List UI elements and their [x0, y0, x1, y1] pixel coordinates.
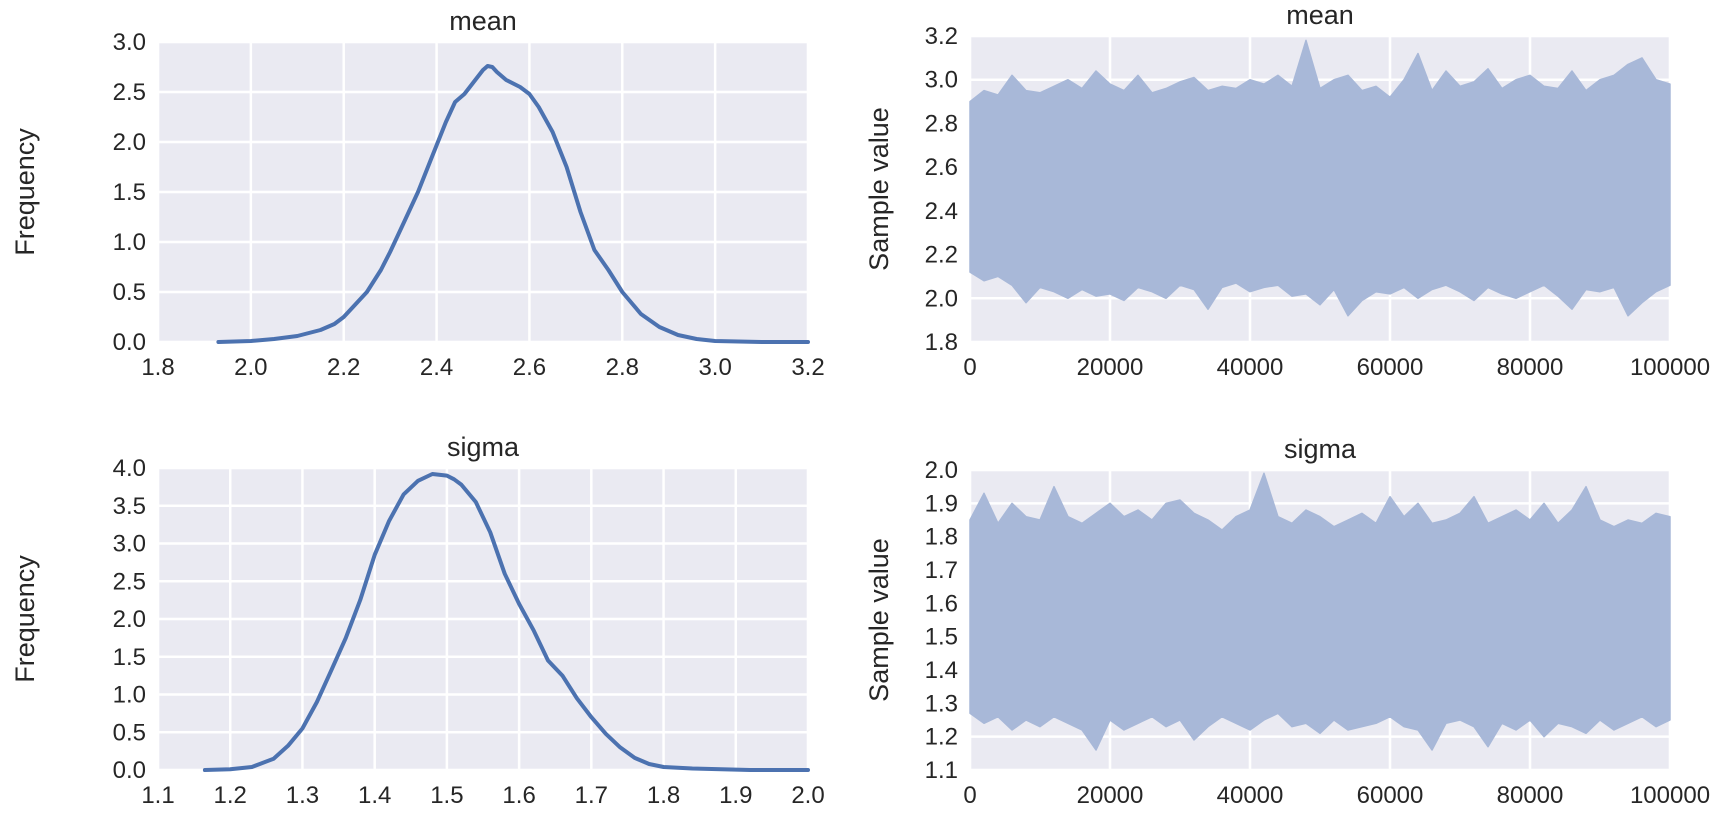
y-tick-label: 2.0 — [113, 606, 146, 633]
chart-title: mean — [1286, 0, 1354, 30]
x-tick-label: 60000 — [1357, 354, 1424, 381]
x-tick-label: 1.4 — [358, 782, 391, 809]
y-tick-label: 1.0 — [113, 229, 146, 256]
y-axis-label: Sample value — [864, 107, 894, 271]
y-tick-label: 1.8 — [925, 524, 958, 551]
y-tick-label: 2.4 — [925, 198, 958, 225]
x-tick-label: 1.2 — [214, 782, 247, 809]
y-tick-label: 2.2 — [925, 242, 958, 269]
x-tick-label: 2.6 — [513, 354, 546, 381]
x-tick-label: 1.8 — [141, 354, 174, 381]
y-tick-label: 1.2 — [925, 724, 958, 751]
y-axis-label: Sample value — [864, 538, 894, 702]
y-tick-label: 0.5 — [113, 279, 146, 306]
y-tick-label: 4.0 — [113, 455, 146, 482]
x-tick-label: 0 — [963, 782, 976, 809]
trace-band-series-1 — [969, 39, 1671, 317]
y-tick-label: 1.9 — [925, 490, 958, 517]
y-tick-label: 0.0 — [113, 757, 146, 784]
x-tick-label: 20000 — [1077, 782, 1144, 809]
chart-title: sigma — [447, 432, 520, 462]
x-tick-label: 40000 — [1217, 354, 1284, 381]
x-tick-label: 1.6 — [502, 782, 535, 809]
y-tick-label: 1.8 — [925, 329, 958, 356]
y-tick-label: 1.5 — [113, 644, 146, 671]
x-tick-label: 1.7 — [575, 782, 608, 809]
chart-panel-4: 0 20000 40000 60000 80000 100000 1.1 1.2 1.3 1.4 1… — [864, 434, 1710, 809]
x-tick-label: 20000 — [1077, 354, 1144, 381]
x-tick-label: 0 — [963, 354, 976, 381]
chart-title: sigma — [1284, 434, 1357, 464]
y-tick-label: 1.3 — [925, 690, 958, 717]
y-axis-label: Frequency — [10, 555, 40, 683]
chart-panel-2: 0 20000 40000 60000 80000 100000 1.8 2.0 2.2 2.4 2… — [864, 0, 1710, 381]
x-tick-label: 1.8 — [647, 782, 680, 809]
density-line-series-1 — [202, 472, 810, 772]
x-tick-label: 2.0 — [791, 782, 824, 809]
y-axis-label: Frequency — [10, 128, 40, 256]
y-tick-label: 1.5 — [113, 179, 146, 206]
y-tick-label: 3.5 — [113, 493, 146, 520]
x-tick-label: 80000 — [1497, 354, 1564, 381]
y-tick-label: 2.8 — [925, 110, 958, 137]
chart-panel-1: 1.8 2.0 2.2 2.4 2.6 2.8 3.0 3.2 0.0 0.5 1.0 1.5 2.0 2… — [10, 6, 825, 381]
density-line-series-1 — [216, 64, 810, 344]
x-tick-label: 80000 — [1497, 782, 1564, 809]
y-tick-label: 1.0 — [113, 682, 146, 709]
chart-panel-3: 1.1 1.2 1.3 1.4 1.5 1.6 1.7 1.8 1.9 2.0 0.0 0.5 1.0 1… — [10, 432, 825, 809]
y-tick-label: 2.0 — [113, 129, 146, 156]
y-tick-label: 1.6 — [925, 590, 958, 617]
x-tick-label: 1.9 — [719, 782, 752, 809]
y-tick-label: 0.0 — [113, 329, 146, 356]
y-tick-label: 2.0 — [925, 285, 958, 312]
y-tick-label: 1.7 — [925, 557, 958, 584]
x-tick-label: 2.8 — [606, 354, 639, 381]
y-tick-label: 2.0 — [925, 457, 958, 484]
x-tick-label: 100000 — [1630, 782, 1710, 809]
y-tick-label: 2.5 — [113, 79, 146, 106]
x-tick-label: 3.0 — [698, 354, 731, 381]
x-tick-label: 2.4 — [420, 354, 453, 381]
y-tick-label: 3.2 — [925, 23, 958, 50]
y-tick-label: 3.0 — [925, 67, 958, 94]
x-tick-label: 1.1 — [141, 782, 174, 809]
y-tick-label: 2.6 — [925, 154, 958, 181]
trace-band-series-1 — [969, 472, 1671, 751]
x-tick-label: 60000 — [1357, 782, 1424, 809]
y-tick-label: 1.1 — [925, 757, 958, 784]
y-tick-label: 1.4 — [925, 657, 958, 684]
x-tick-label: 3.2 — [791, 354, 824, 381]
y-tick-label: 3.0 — [113, 531, 146, 558]
y-tick-label: 3.0 — [113, 29, 146, 56]
x-tick-label: 1.5 — [430, 782, 463, 809]
x-tick-label: 40000 — [1217, 782, 1284, 809]
x-tick-label: 100000 — [1630, 354, 1710, 381]
x-tick-label: 2.2 — [327, 354, 360, 381]
chart-title: mean — [449, 6, 517, 36]
x-tick-label: 2.0 — [234, 354, 267, 381]
x-tick-label: 1.3 — [286, 782, 319, 809]
y-tick-label: 0.5 — [113, 719, 146, 746]
y-tick-label: 1.5 — [925, 624, 958, 651]
y-tick-label: 2.5 — [113, 568, 146, 595]
